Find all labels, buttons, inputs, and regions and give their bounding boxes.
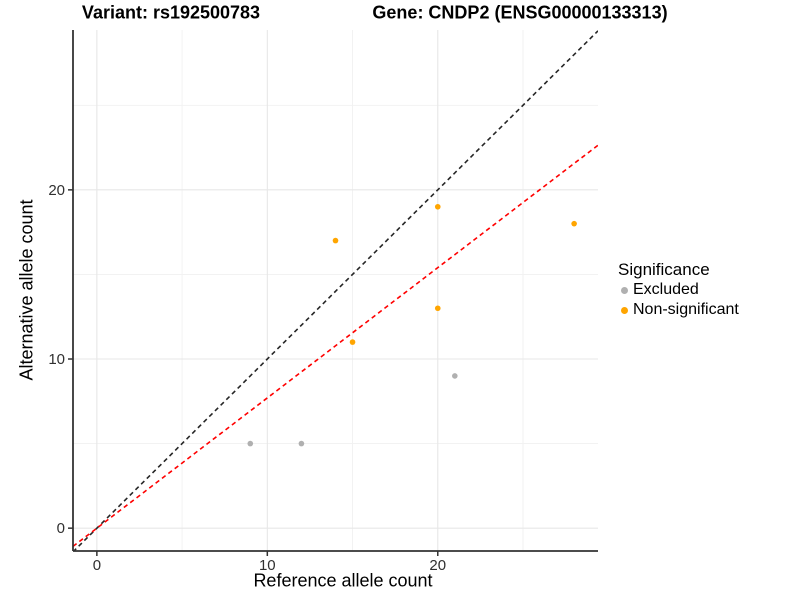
data-point-excluded — [298, 440, 305, 447]
legend-item-non-significant: Non-significant — [618, 300, 739, 320]
data-point-non-significant — [434, 305, 441, 312]
legend-dot-non-significant-icon — [621, 306, 628, 314]
data-point-excluded — [247, 440, 254, 447]
y-tick-label: 0 — [57, 520, 65, 537]
fit-line — [73, 144, 598, 548]
data-point-non-significant — [434, 203, 441, 210]
data-point-non-significant — [571, 220, 577, 227]
y-tick-label: 20 — [48, 182, 65, 199]
x-tick-label: 0 — [93, 557, 101, 574]
data-point-non-significant — [349, 339, 356, 345]
plot-title-variant: Variant: rs192500783 — [81, 2, 261, 23]
plot-title-gene: Gene: CNDP2 (ENSG00000133313) — [372, 2, 668, 23]
legend-title: Significance — [618, 260, 710, 279]
legend-label-excluded: Excluded — [633, 281, 699, 298]
legend-label-non-significant: Non-significant — [633, 301, 739, 318]
x-tick-label: 20 — [429, 557, 446, 574]
legend: Significance Excluded Non-significant — [618, 259, 739, 320]
identity-line — [73, 30, 598, 551]
legend-dot-excluded-icon — [621, 286, 628, 294]
y-axis-title: Alternative allele count — [16, 199, 37, 381]
data-point-excluded — [452, 373, 458, 379]
data-point-non-significant — [332, 237, 339, 244]
x-axis-title: Reference allele count — [253, 570, 433, 591]
x-tick-label: 10 — [259, 557, 276, 574]
legend-item-excluded: Excluded — [618, 280, 739, 300]
y-tick-label: 10 — [48, 351, 65, 368]
